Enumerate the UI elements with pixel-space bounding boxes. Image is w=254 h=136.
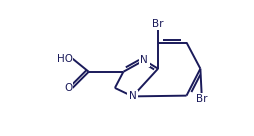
Text: HO: HO (56, 54, 72, 64)
Text: N: N (140, 55, 148, 65)
Text: O: O (64, 83, 72, 93)
Text: Br: Br (195, 95, 207, 104)
Text: Br: Br (152, 19, 163, 29)
Text: N: N (128, 91, 136, 101)
